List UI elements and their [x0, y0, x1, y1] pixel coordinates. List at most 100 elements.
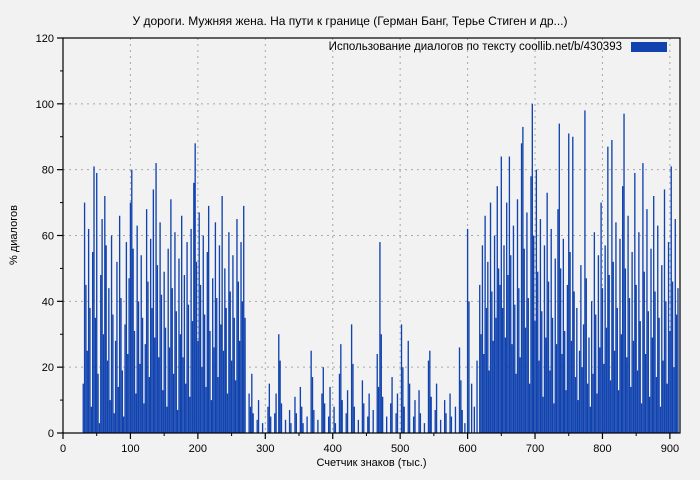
impulse-bar — [595, 314, 597, 433]
impulse-bar — [85, 284, 87, 434]
impulse-bar — [585, 278, 587, 433]
impulse-bar — [454, 406, 457, 433]
impulse-bar — [340, 344, 342, 434]
impulse-bar — [86, 350, 88, 433]
impulse-bar — [185, 383, 187, 434]
impulse-bar — [554, 258, 556, 433]
x-tick-label: 300 — [256, 443, 274, 455]
impulse-bar — [611, 140, 613, 434]
impulse-bar — [501, 307, 504, 433]
impulse-bar — [152, 189, 155, 433]
impulse-bar — [114, 340, 117, 433]
impulse-bar — [662, 360, 664, 433]
impulse-bar — [194, 143, 196, 433]
impulse-bar — [395, 413, 397, 433]
impulse-bar — [198, 212, 200, 433]
impulse-bar — [407, 340, 409, 433]
impulse-bar — [171, 288, 173, 433]
impulse-bar — [267, 406, 269, 433]
impulse-bar — [222, 350, 225, 433]
impulse-bar — [626, 357, 628, 433]
impulse-bar — [205, 386, 207, 433]
impulse-bar — [129, 202, 132, 433]
impulse-bar — [248, 393, 250, 433]
impulse-bar — [670, 166, 672, 434]
impulse-bar — [117, 386, 119, 433]
impulse-bar — [480, 334, 482, 433]
impulse-bar — [290, 423, 292, 434]
impulse-bar — [311, 377, 314, 433]
impulse-bar — [212, 278, 214, 433]
impulse-bar — [341, 400, 343, 433]
impulse-bar — [274, 413, 276, 433]
y-tick-label: 40 — [42, 296, 54, 308]
impulse-bar — [329, 386, 331, 433]
impulse-bar — [217, 377, 219, 433]
impulse-bar — [419, 413, 422, 433]
impulse-bar — [224, 268, 226, 433]
impulse-bar — [214, 222, 217, 433]
impulse-bar — [596, 393, 598, 433]
impulse-bar — [380, 334, 382, 433]
impulse-bar — [124, 324, 126, 434]
impulse-bar — [131, 169, 133, 434]
impulse-bar — [430, 396, 432, 433]
impulse-bar — [128, 278, 130, 433]
impulse-bar — [533, 235, 535, 433]
impulse-bar — [528, 383, 531, 434]
impulse-bar — [243, 205, 245, 434]
impulse-bar — [233, 317, 235, 433]
impulse-bar — [508, 156, 511, 433]
impulse-bar — [526, 212, 528, 433]
impulse-bar — [210, 400, 213, 433]
impulse-bar — [239, 340, 241, 433]
impulse-bar — [174, 232, 176, 433]
impulse-bar — [321, 393, 323, 433]
impulse-bar — [295, 413, 297, 433]
impulse-bar — [547, 281, 550, 433]
impulse-bar — [581, 367, 583, 433]
impulse-bar — [573, 291, 575, 433]
impulse-bar — [162, 390, 164, 433]
impulse-bar — [154, 337, 156, 433]
impulse-bar — [112, 314, 114, 433]
impulse-bar — [675, 314, 678, 433]
impulse-bar — [110, 235, 113, 433]
impulse-bar — [278, 334, 280, 433]
impulse-bar — [90, 406, 92, 433]
impulse-bar — [301, 406, 303, 433]
impulse-bar — [148, 377, 150, 433]
impulse-bar — [195, 261, 198, 433]
impulse-bar — [568, 133, 570, 433]
impulse-bar — [186, 242, 188, 433]
impulse-bar — [630, 386, 632, 433]
impulse-bar — [663, 189, 666, 433]
impulse-bar — [123, 416, 125, 433]
x-tick-label: 900 — [661, 443, 679, 455]
impulse-bar — [593, 232, 596, 433]
y-tick-label: 20 — [42, 362, 54, 374]
impulse-bar — [108, 288, 110, 433]
impulse-bar — [151, 307, 153, 433]
impulse-bar — [120, 298, 122, 433]
impulse-bar — [644, 354, 647, 433]
impulse-bar — [569, 251, 571, 433]
impulse-bar — [539, 219, 542, 433]
impulse-bar — [553, 403, 555, 434]
impulse-bar — [488, 370, 490, 433]
impulse-bar — [643, 271, 645, 433]
impulse-bar — [558, 123, 560, 433]
impulse-bar — [164, 327, 167, 433]
impulse-bar — [497, 268, 500, 433]
impulse-bar — [288, 409, 291, 433]
impulse-bar — [140, 255, 142, 433]
impulse-bar — [449, 393, 451, 433]
impulse-bar — [597, 255, 600, 433]
impulse-bar — [137, 301, 140, 433]
impulse-bar — [503, 245, 505, 434]
impulse-bar — [166, 406, 168, 433]
impulse-bar — [234, 380, 237, 433]
impulse-bar — [109, 400, 111, 433]
impulse-bar — [244, 317, 246, 433]
